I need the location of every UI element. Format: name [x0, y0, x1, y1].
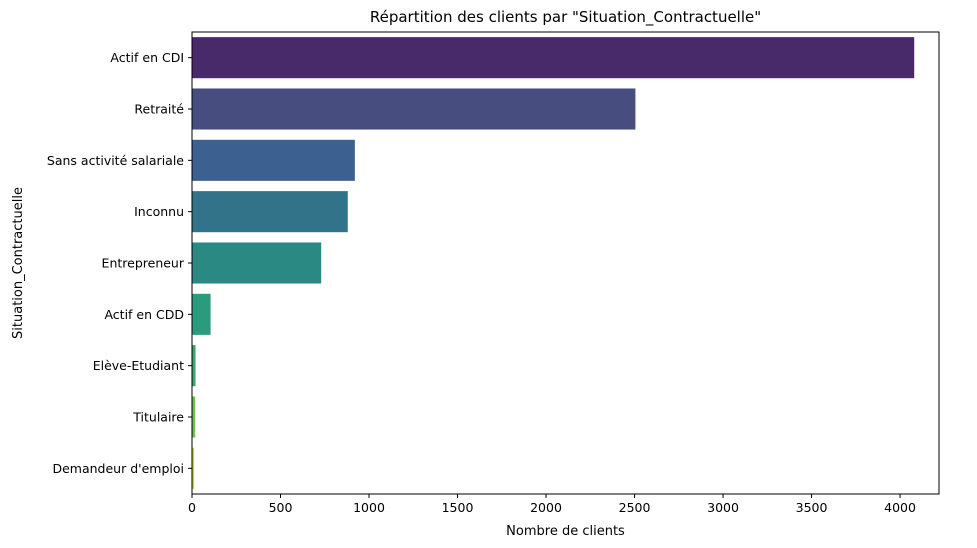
- bar-titulaire: [192, 396, 196, 438]
- x-tick-label: 2500: [619, 500, 651, 515]
- x-tick-label: 2000: [530, 500, 562, 515]
- bar-entrepreneur: [192, 242, 322, 284]
- y-tick-label: Actif en CDI: [110, 50, 184, 65]
- x-tick-label: 500: [269, 500, 293, 515]
- x-tick-label: 1500: [442, 500, 474, 515]
- y-tick-label: Inconnu: [134, 204, 184, 219]
- bar-demandeur-d-emploi: [192, 447, 195, 489]
- y-tick-label: Retraité: [134, 102, 184, 117]
- bar-actif-en-cdd: [192, 293, 211, 335]
- bar-el-ve-etudiant: [192, 345, 196, 387]
- x-tick-label: 4000: [884, 500, 916, 515]
- chart-title: Répartition des clients par "Situation_C…: [370, 8, 761, 27]
- x-tick-label: 1000: [353, 500, 385, 515]
- bar-retrait-: [192, 88, 636, 130]
- x-tick-label: 3000: [707, 500, 739, 515]
- x-axis-label: Nombre de clients: [506, 524, 625, 539]
- x-tick-label: 3500: [796, 500, 828, 515]
- bar-sans-activit-salariale: [192, 139, 355, 181]
- y-axis-label: Situation_Contractuelle: [11, 187, 26, 339]
- y-tick-label: Demandeur d'emploi: [52, 461, 184, 476]
- y-tick-label: Actif en CDD: [104, 307, 184, 322]
- y-tick-label: Entrepreneur: [102, 256, 185, 271]
- y-tick-label: Titulaire: [132, 410, 184, 425]
- bar-inconnu: [192, 191, 348, 233]
- bar-actif-en-cdi: [192, 37, 915, 79]
- x-tick-label: 0: [188, 500, 196, 515]
- y-tick-label: Sans activité salariale: [47, 153, 184, 168]
- y-tick-label: Elève-Etudiant: [93, 358, 184, 373]
